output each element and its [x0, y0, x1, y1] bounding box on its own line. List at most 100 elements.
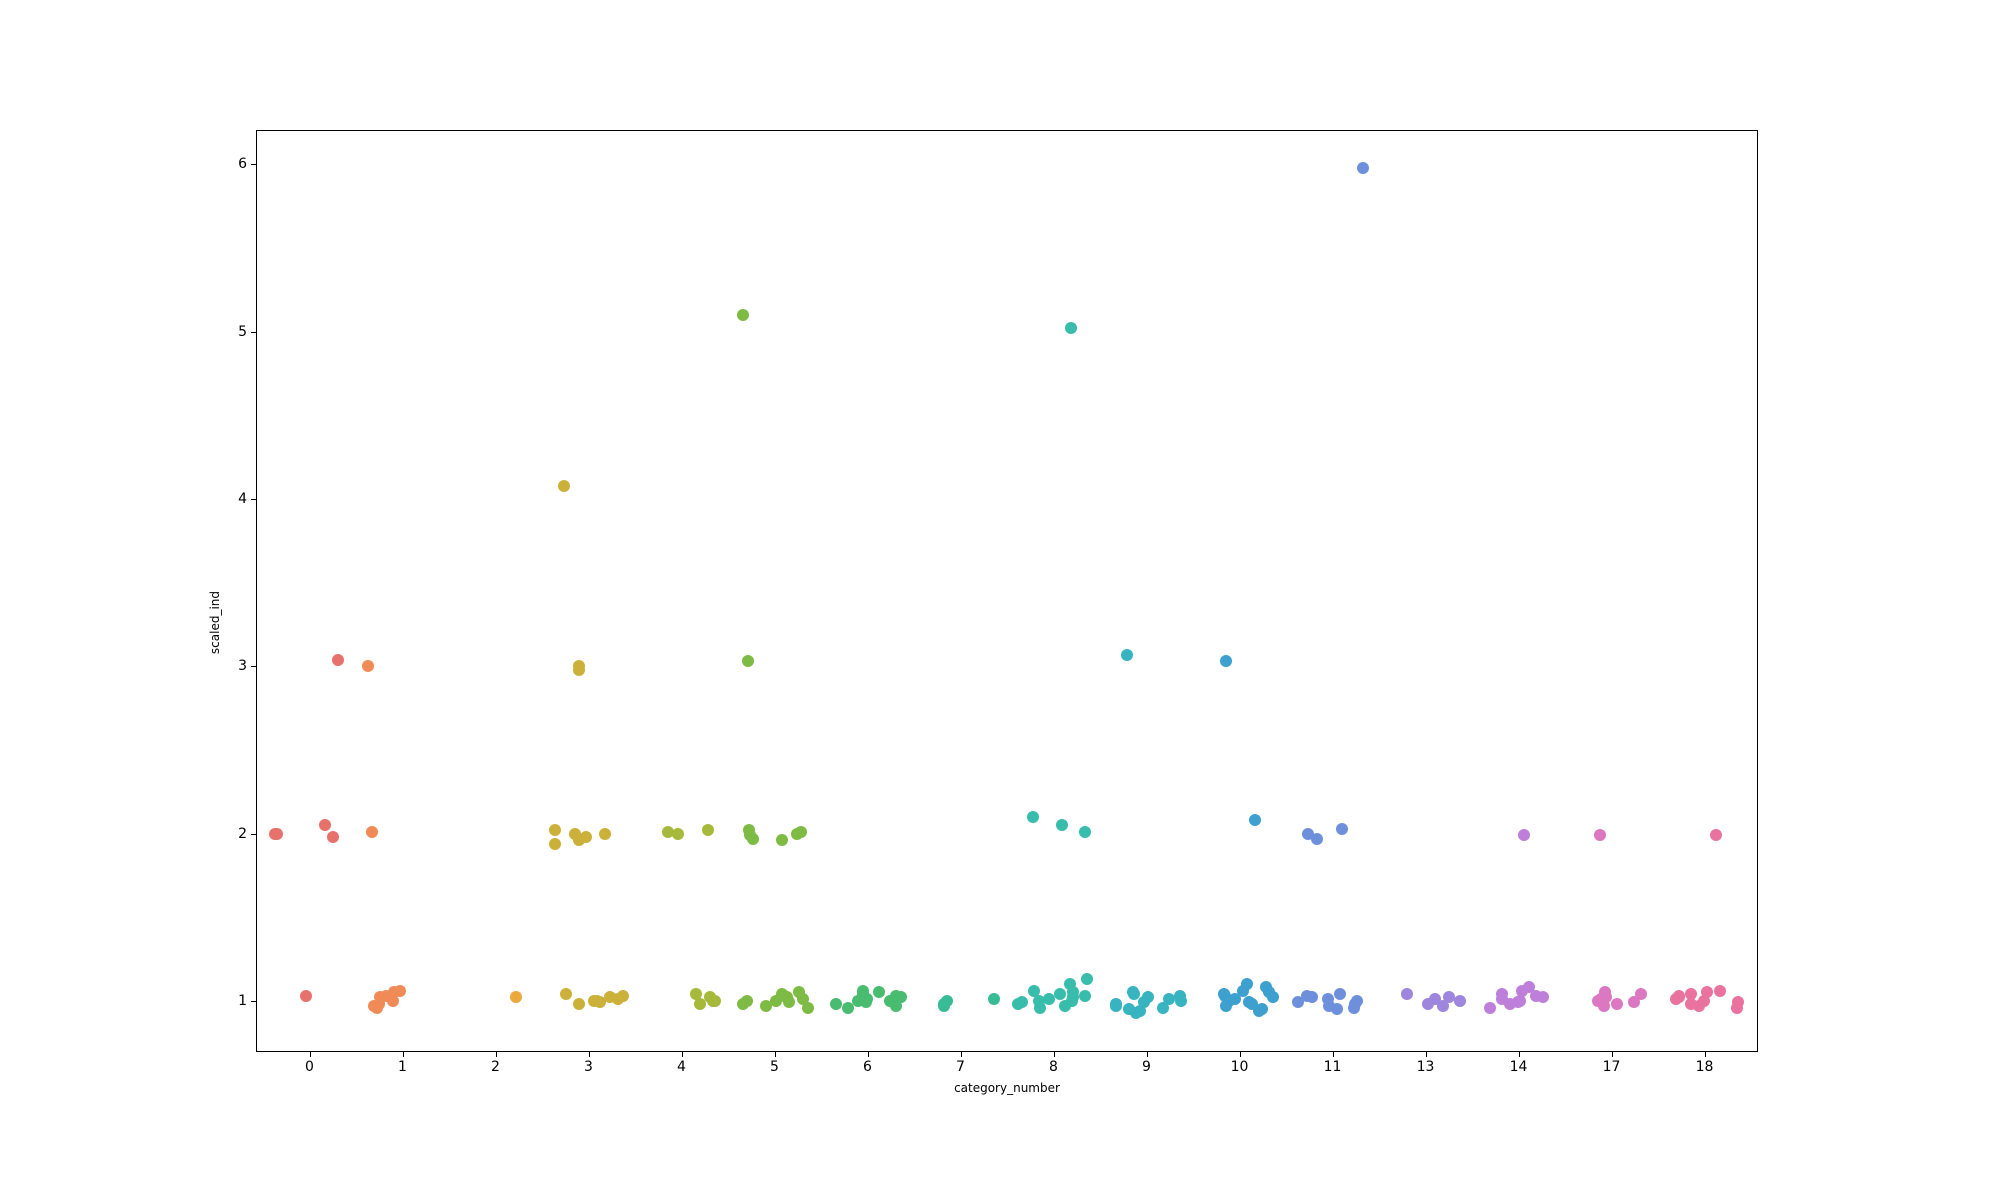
y-tick-mark — [251, 1001, 257, 1002]
data-point — [1079, 990, 1091, 1002]
data-point — [327, 831, 339, 843]
data-point — [1260, 981, 1272, 993]
data-point — [1512, 996, 1524, 1008]
x-tick-mark — [1240, 1051, 1241, 1057]
x-tick-label: 17 — [1603, 1059, 1621, 1075]
y-tick-mark — [251, 332, 257, 333]
data-point — [617, 990, 629, 1002]
y-tick-mark — [251, 834, 257, 835]
data-point — [1079, 826, 1091, 838]
data-point — [1731, 1002, 1743, 1014]
y-tick-mark — [251, 499, 257, 500]
data-point — [1323, 1000, 1335, 1012]
data-point — [873, 986, 885, 998]
data-point — [1523, 981, 1535, 993]
data-point — [1292, 996, 1304, 1008]
data-point — [1157, 1002, 1169, 1014]
y-tick-mark — [251, 666, 257, 667]
y-tick-label: 2 — [238, 826, 247, 842]
data-point — [741, 995, 753, 1007]
data-point — [1130, 1007, 1142, 1019]
plot-area: category_number scaled_ind 0123456789101… — [256, 130, 1758, 1052]
data-point — [1594, 829, 1606, 841]
x-tick-label: 8 — [1049, 1059, 1058, 1075]
data-point — [1348, 1002, 1360, 1014]
data-point — [1066, 995, 1078, 1007]
data-point — [778, 990, 790, 1002]
data-point — [842, 1002, 854, 1014]
x-tick-label: 0 — [305, 1059, 314, 1075]
data-point — [1357, 162, 1369, 174]
data-point — [1334, 988, 1346, 1000]
y-tick-mark — [251, 164, 257, 165]
data-point — [1028, 985, 1040, 997]
data-point — [988, 993, 1000, 1005]
data-point — [744, 829, 756, 841]
data-point — [1253, 1005, 1265, 1017]
x-tick-mark — [403, 1051, 404, 1057]
x-tick-label: 5 — [770, 1059, 779, 1075]
x-tick-label: 6 — [863, 1059, 872, 1075]
data-point — [1336, 823, 1348, 835]
x-tick-mark — [310, 1051, 311, 1057]
data-point — [368, 1000, 380, 1012]
x-tick-label: 7 — [956, 1059, 965, 1075]
x-tick-label: 10 — [1231, 1059, 1249, 1075]
data-point — [1220, 655, 1232, 667]
data-point — [1043, 993, 1055, 1005]
x-tick-label: 1 — [398, 1059, 407, 1075]
data-point — [760, 1000, 772, 1012]
data-point — [1081, 973, 1093, 985]
data-point — [1110, 998, 1122, 1010]
x-tick-label: 18 — [1696, 1059, 1714, 1075]
data-point — [795, 826, 807, 838]
x-tick-label: 13 — [1417, 1059, 1435, 1075]
x-tick-mark — [1519, 1051, 1520, 1057]
y-tick-label: 1 — [238, 993, 247, 1009]
data-point — [599, 828, 611, 840]
data-point — [1401, 988, 1413, 1000]
y-tick-label: 5 — [238, 324, 247, 340]
data-point — [1243, 996, 1255, 1008]
data-point — [1484, 1002, 1496, 1014]
x-tick-mark — [1333, 1051, 1334, 1057]
data-point — [573, 998, 585, 1010]
x-tick-label: 4 — [677, 1059, 686, 1075]
x-tick-mark — [868, 1051, 869, 1057]
data-point — [1685, 988, 1697, 1000]
data-point — [549, 824, 561, 836]
x-tick-label: 9 — [1142, 1059, 1151, 1075]
data-point — [702, 824, 714, 836]
data-point — [591, 995, 603, 1007]
x-tick-mark — [1705, 1051, 1706, 1057]
data-point — [1034, 1002, 1046, 1014]
data-point — [707, 995, 719, 1007]
data-point — [1249, 814, 1261, 826]
data-point — [1065, 322, 1077, 334]
data-point — [672, 828, 684, 840]
data-point — [394, 985, 406, 997]
data-point — [1714, 985, 1726, 997]
data-point — [860, 996, 872, 1008]
data-point — [938, 1000, 950, 1012]
data-point — [1437, 1000, 1449, 1012]
x-tick-mark — [1426, 1051, 1427, 1057]
data-point — [690, 988, 702, 1000]
x-axis-label: category_number — [954, 1081, 1060, 1095]
data-point — [737, 309, 749, 321]
data-point — [560, 988, 572, 1000]
data-point — [1241, 978, 1253, 990]
x-tick-mark — [1612, 1051, 1613, 1057]
data-point — [380, 990, 392, 1002]
data-point — [1121, 649, 1133, 661]
x-tick-label: 14 — [1510, 1059, 1528, 1075]
data-point — [1027, 811, 1039, 823]
data-point — [1628, 996, 1640, 1008]
data-point — [1518, 829, 1530, 841]
data-point — [1599, 986, 1611, 998]
data-point — [1220, 1000, 1232, 1012]
x-tick-mark — [589, 1051, 590, 1057]
data-point — [1454, 995, 1466, 1007]
y-tick-label: 3 — [238, 658, 247, 674]
x-tick-mark — [775, 1051, 776, 1057]
